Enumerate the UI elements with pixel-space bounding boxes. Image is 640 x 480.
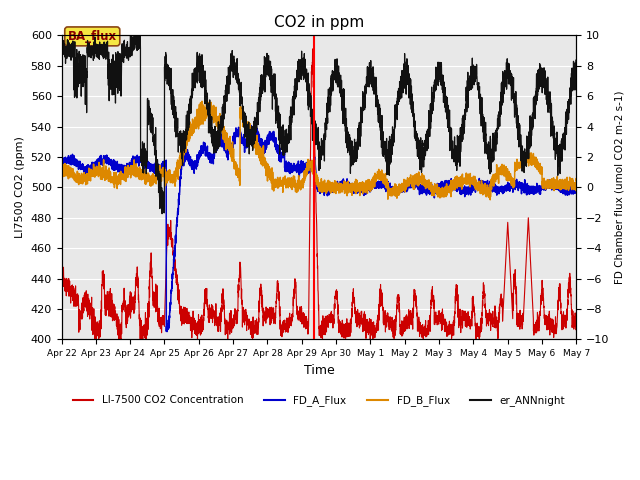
Title: CO2 in ppm: CO2 in ppm (274, 15, 364, 30)
Y-axis label: LI7500 CO2 (ppm): LI7500 CO2 (ppm) (15, 136, 25, 238)
Y-axis label: FD Chamber flux (umol CO2 m-2 s-1): FD Chamber flux (umol CO2 m-2 s-1) (615, 91, 625, 284)
X-axis label: Time: Time (303, 364, 334, 377)
Legend: LI-7500 CO2 Concentration, FD_A_Flux, FD_B_Flux, er_ANNnight: LI-7500 CO2 Concentration, FD_A_Flux, FD… (68, 391, 570, 410)
Text: BA_flux: BA_flux (68, 30, 117, 43)
